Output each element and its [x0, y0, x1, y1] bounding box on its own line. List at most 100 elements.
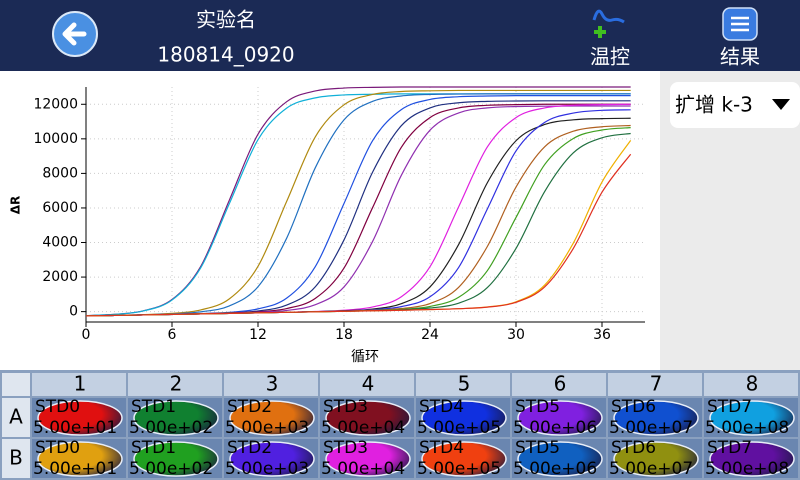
row-header: [2, 398, 30, 437]
well-color: [133, 441, 219, 477]
concentration: 5.00e+08: [705, 459, 789, 479]
column-label: 1: [74, 372, 87, 396]
x-tick-label: 18: [335, 327, 353, 343]
well-color: [517, 441, 603, 477]
column-header: [608, 373, 702, 396]
experiment-title: 实验名: [196, 8, 256, 32]
chart: ΔR 循环 0 2000 4000 6000 8000 10000 12000 0 6 12 18 2…: [9, 86, 645, 365]
standard-name: STD6: [611, 397, 656, 417]
column-header: [320, 373, 414, 396]
concentration: 5.00e+01: [33, 418, 117, 438]
experiment-id: 180814_0920: [157, 43, 294, 67]
well-color: [229, 441, 315, 477]
standard-name: STD2: [227, 438, 272, 458]
concentration: 5.00e+06: [513, 459, 597, 479]
corner-cell: [2, 373, 30, 396]
row-header: [2, 439, 30, 478]
button-label: 结果: [720, 45, 760, 69]
column-label: 6: [554, 372, 567, 396]
button-label: 温控: [590, 45, 630, 69]
concentration: 5.00e+04: [321, 459, 405, 479]
y-tick-label: 2000: [42, 269, 78, 285]
concentration: 5.00e+01: [33, 459, 117, 479]
well-color: [517, 400, 603, 436]
y-tick-label: 12000: [33, 96, 78, 112]
concentration: 5.00e+07: [609, 459, 693, 479]
standard-name: STD0: [35, 397, 80, 417]
well-color: [325, 441, 411, 477]
row-label: A: [9, 405, 23, 429]
x-tick-label: 0: [82, 327, 91, 343]
standard-name: STD1: [131, 438, 176, 458]
row-label: B: [9, 446, 23, 470]
standard-name: STD0: [35, 438, 80, 458]
x-tick-label: 36: [593, 327, 611, 343]
standard-name: STD4: [419, 438, 464, 458]
x-tick-label: 6: [168, 327, 177, 343]
results-button[interactable]: 结果: [720, 7, 760, 69]
back-button[interactable]: [52, 11, 98, 57]
concentration: 5.00e+08: [705, 418, 789, 438]
amplification-curve: [86, 153, 632, 317]
concentration: 5.00e+02: [129, 459, 213, 479]
well-color: [421, 400, 507, 436]
standard-name: STD7: [707, 438, 752, 458]
concentration: 5.00e+06: [513, 418, 597, 438]
y-tick-label: 0: [69, 304, 78, 320]
standard-name: STD3: [323, 397, 368, 417]
column-header: [416, 373, 510, 396]
column-header: [224, 373, 318, 396]
amplification-curve: [86, 89, 631, 317]
temperature-button[interactable]: 温控: [590, 9, 630, 69]
well-color: [133, 400, 219, 436]
column-label: 5: [458, 372, 471, 396]
curve-dropdown[interactable]: 扩增 k-3: [670, 82, 800, 128]
concentration: 5.00e+03: [225, 418, 309, 438]
well-color: [325, 400, 411, 436]
x-tick-label: 12: [249, 327, 267, 343]
plate-grid: 1 2 3 4 5 6 7 8A STD05.00e+01STD15.00e+02STD25.0…: [0, 370, 800, 480]
well-color: [37, 400, 123, 436]
column-header: [128, 373, 222, 396]
column-label: 3: [266, 372, 279, 396]
standard-name: STD6: [611, 438, 656, 458]
concentration: 5.00e+05: [417, 418, 501, 438]
concentration: 5.00e+02: [129, 418, 213, 438]
standard-name: STD5: [515, 438, 560, 458]
standard-name: STD3: [323, 438, 368, 458]
x-tick-label: 24: [421, 327, 439, 343]
standard-name: STD5: [515, 397, 560, 417]
concentration: 5.00e+05: [417, 459, 501, 479]
x-tick-label: 30: [507, 327, 525, 343]
curves: [86, 86, 632, 317]
y-tick-label: 8000: [42, 165, 78, 181]
column-label: 8: [746, 372, 759, 396]
standard-name: STD2: [227, 397, 272, 417]
concentration: 5.00e+03: [225, 459, 309, 479]
well-color: [613, 441, 699, 477]
column-label: 4: [362, 372, 375, 396]
column-label: 2: [170, 372, 183, 396]
standard-name: STD1: [131, 397, 176, 417]
well-color: [709, 400, 795, 436]
y-tick-label: 4000: [42, 235, 78, 251]
concentration: 5.00e+07: [609, 418, 693, 438]
